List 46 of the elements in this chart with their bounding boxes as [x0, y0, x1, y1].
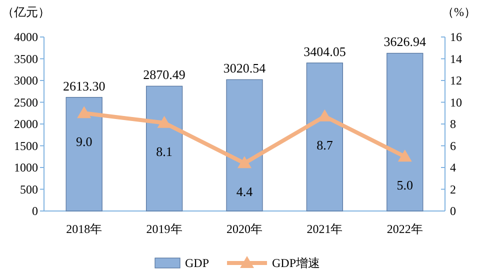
point: [77, 106, 92, 118]
bar: [146, 86, 183, 212]
bar: [226, 79, 263, 212]
y-tick-label: 1500: [14, 138, 38, 153]
data-label: 3404.05: [304, 44, 346, 59]
data-label: 3626.94: [384, 34, 427, 50]
bar: [386, 52, 424, 212]
data-label: 3020.54: [223, 60, 266, 76]
y2-tick-label: 10: [450, 95, 462, 110]
y-tick-label: 1000: [14, 160, 38, 174]
y-tick-label: 0: [32, 204, 38, 218]
y2-axis-title: （%）: [442, 5, 476, 19]
y2-tick-label: 12: [450, 74, 462, 88]
data-label: 5.0: [396, 178, 414, 193]
y2-tick-label: 4: [450, 160, 456, 174]
data-label: 4.4: [236, 184, 254, 200]
y-tick-label: 2000: [14, 117, 38, 131]
y-tick-label: 4000: [14, 30, 38, 44]
point: [238, 156, 252, 168]
legend-label: GDP: [185, 256, 210, 270]
y2-tick-label: 0: [450, 204, 456, 218]
bar: [66, 97, 102, 212]
y-tick-label: 3000: [14, 74, 38, 88]
y-tick-label: 500: [20, 182, 38, 196]
point: [398, 150, 412, 162]
y2-tick-label: 8: [450, 117, 456, 131]
x-tick-label: 2022年: [386, 222, 423, 236]
legend-label: GDP增速: [272, 256, 320, 270]
y-tick-label: 2500: [14, 95, 38, 110]
data-label: 2613.30: [62, 78, 106, 94]
x-tick-label: 2019年: [146, 222, 182, 236]
y-axis-title: （亿元）: [2, 5, 50, 19]
y2-tick-label: 16: [450, 30, 462, 44]
data-label: 9.0: [76, 134, 92, 150]
x-tick-label: 2021年: [306, 222, 343, 236]
y2-tick-label: 6: [450, 138, 456, 153]
bar: [306, 62, 343, 212]
y-tick-label: 3500: [14, 52, 38, 66]
point: [157, 116, 172, 128]
y2-tick-label: 2: [450, 182, 456, 196]
data-label: 8.1: [156, 144, 172, 159]
data-label: 8.7: [316, 137, 334, 152]
x-tick-label: 2018年: [66, 222, 102, 236]
data-label: 2870.49: [143, 67, 186, 82]
y2-tick-label: 14: [450, 52, 462, 66]
x-tick-label: 2020年: [226, 222, 262, 236]
